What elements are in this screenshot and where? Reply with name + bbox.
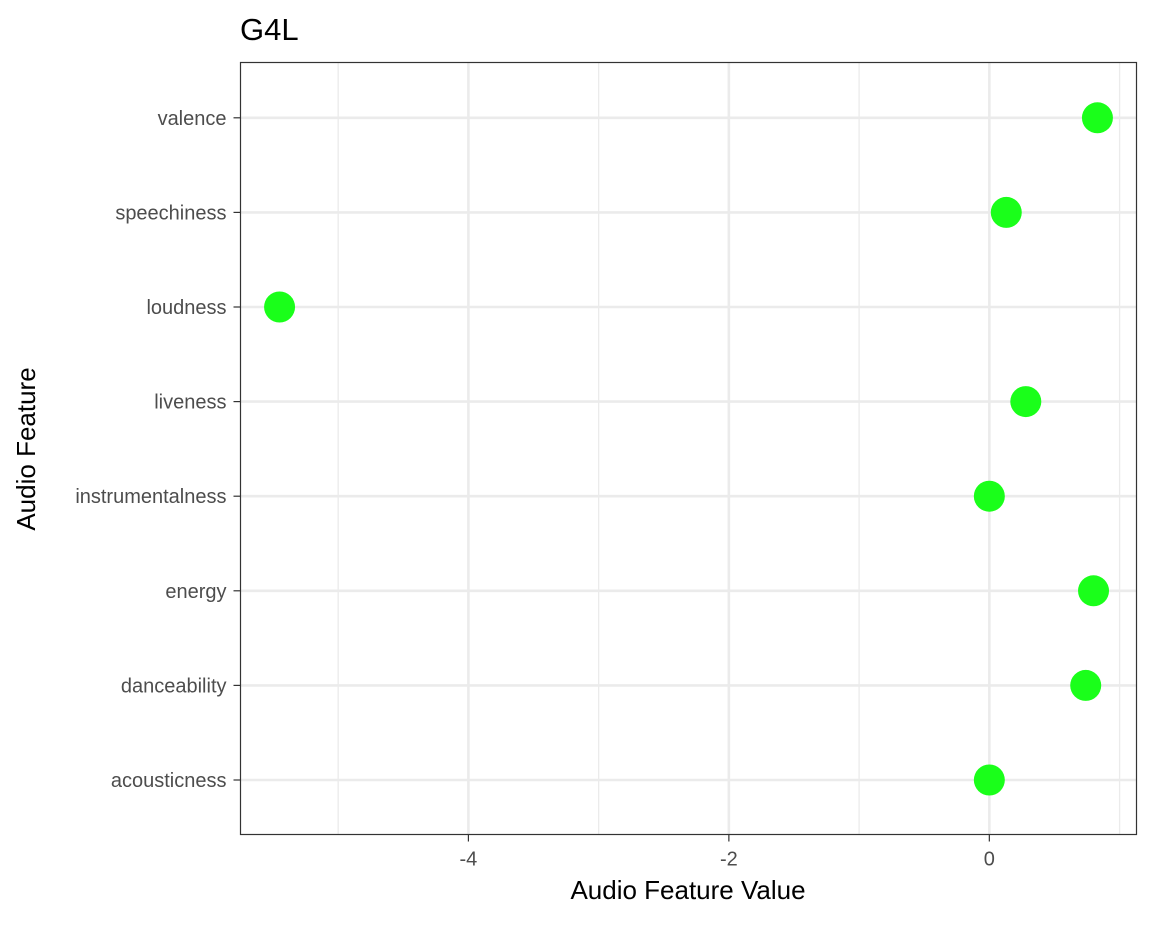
y-axis: acousticness danceability energy instrument… (75, 108, 241, 792)
y-tick-label: acousticness (111, 770, 227, 792)
x-tick-label: -4 (460, 849, 478, 871)
x-axis-title: Audio Feature Value (570, 875, 805, 905)
chart-title: G4L (240, 12, 299, 47)
y-tick-label: liveness (154, 392, 226, 414)
y-tick-label: speechiness (115, 202, 226, 224)
y-tick-label: instrumentalness (75, 486, 226, 508)
data-point-acousticness (973, 764, 1005, 796)
data-point-energy (1078, 575, 1110, 607)
x-axis: -4 -2 0 (460, 834, 995, 871)
data-point-loudness (264, 291, 296, 323)
y-tick-label: danceability (121, 675, 227, 697)
y-tick-label: energy (165, 581, 226, 603)
data-point-danceability (1070, 669, 1102, 701)
y-tick-label: loudness (146, 297, 226, 319)
y-axis-title: Audio Feature (11, 367, 41, 530)
x-tick-label: -2 (720, 849, 738, 871)
data-point-instrumentalness (973, 480, 1005, 512)
data-point-speechiness (990, 196, 1022, 228)
data-point-valence (1081, 102, 1113, 134)
y-tick-label: valence (158, 108, 227, 130)
data-point-liveness (1010, 386, 1042, 418)
data-points (264, 102, 1113, 796)
plot-panel-border (239, 61, 1138, 836)
x-tick-label: 0 (984, 849, 995, 871)
grid-layer (240, 62, 1137, 835)
